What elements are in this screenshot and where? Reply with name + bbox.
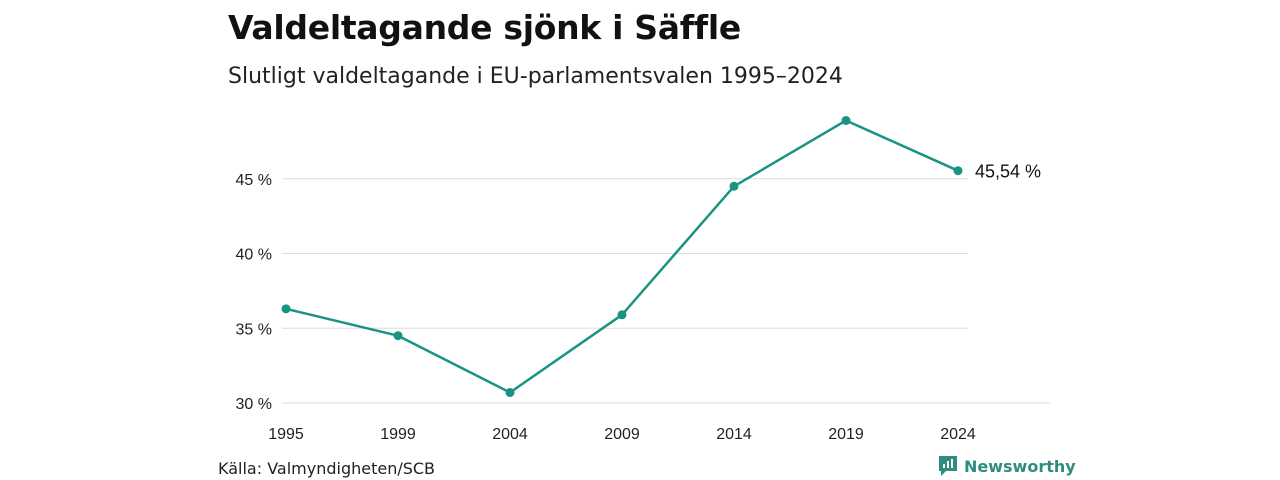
series-line-path <box>284 119 960 394</box>
x-tick-label: 1995 <box>268 426 304 443</box>
x-tick-label: 2019 <box>828 426 864 443</box>
data-point-1999 <box>393 331 403 341</box>
data-point-2019 <box>841 115 851 125</box>
data-point-2024 <box>953 166 963 176</box>
last-value-label: 45,54 % <box>975 162 1041 182</box>
y-tick-label: 35 % <box>236 321 272 338</box>
data-point-2014 <box>729 181 739 191</box>
x-tick-label: 2024 <box>940 426 976 443</box>
newsworthy-logo-icon <box>939 456 957 476</box>
chart-title: Valdeltagande sjönk i Säffle <box>228 8 741 47</box>
brand-name: Newsworthy <box>964 456 1076 476</box>
x-tick-label: 2004 <box>492 426 528 443</box>
y-tick-label: 40 % <box>236 247 272 264</box>
chart-subtitle: Slutligt valdeltagande i EU-parlamentsva… <box>228 64 843 89</box>
y-tick-label: 45 % <box>236 172 272 189</box>
y-axis-ticks: 30 % 35 % 40 % 45 % <box>236 172 272 413</box>
data-point-2004 <box>505 388 515 398</box>
x-tick-label: 2014 <box>716 426 752 443</box>
data-point-2009 <box>617 310 627 320</box>
data-point-1995 <box>281 304 291 314</box>
y-tick-label: 30 % <box>236 396 272 413</box>
x-tick-label: 1999 <box>380 426 416 443</box>
source-note: Källa: Valmyndigheten/SCB <box>218 459 436 478</box>
brand-logo[interactable]: Newsworthy <box>938 455 1076 477</box>
gridlines <box>282 178 1050 404</box>
x-tick-label: 2009 <box>604 426 640 443</box>
series-line <box>284 119 960 394</box>
data-labels: 45,54 % <box>975 162 1041 182</box>
x-axis-ticks: 1995 1999 2004 2009 2014 2019 2024 <box>268 426 976 443</box>
series-points <box>281 115 963 398</box>
